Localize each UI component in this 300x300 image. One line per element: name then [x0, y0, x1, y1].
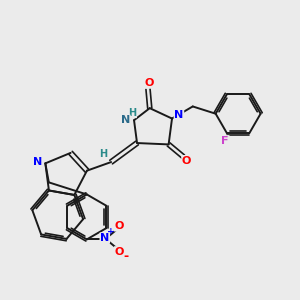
- Text: -: -: [123, 250, 128, 263]
- Text: O: O: [115, 221, 124, 231]
- Text: +: +: [107, 227, 115, 236]
- Text: N: N: [33, 157, 42, 166]
- Text: H: H: [100, 149, 108, 159]
- Text: F: F: [221, 136, 229, 146]
- Text: N: N: [100, 233, 110, 243]
- Text: N: N: [174, 110, 184, 120]
- Text: H: H: [128, 108, 136, 118]
- Text: O: O: [144, 78, 153, 88]
- Text: O: O: [115, 247, 124, 257]
- Text: O: O: [182, 156, 191, 166]
- Text: N: N: [121, 115, 130, 125]
